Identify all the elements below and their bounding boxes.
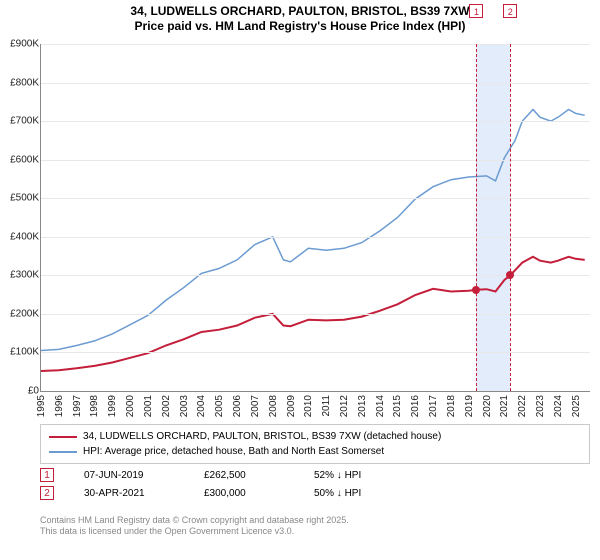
x-axis-label: 2025: [571, 395, 592, 417]
chart-area: £0£100K£200K£300K£400K£500K£600K£700K£80…: [40, 44, 590, 414]
footer-attribution: Contains HM Land Registry data © Crown c…: [40, 515, 349, 538]
marker-dot: [506, 271, 514, 279]
datapoint-tag-1: 1: [40, 468, 54, 482]
marker-line: [510, 44, 511, 391]
datapoint-tag-2: 2: [40, 486, 54, 500]
datapoint-row-1: 1 07-JUN-2019 £262,500 52% ↓ HPI: [40, 468, 590, 482]
datapoint-date-1: 07-JUN-2019: [84, 470, 174, 481]
y-axis-label: £300K: [1, 270, 39, 281]
y-axis-label: £600K: [1, 154, 39, 165]
datapoint-row-2: 2 30-APR-2021 £300,000 50% ↓ HPI: [40, 486, 590, 500]
gridline: [41, 160, 590, 161]
y-axis-label: £900K: [1, 39, 39, 50]
legend-label-2: HPI: Average price, detached house, Bath…: [83, 444, 384, 459]
marker-dot: [472, 286, 480, 294]
datapoints-table: 1 07-JUN-2019 £262,500 52% ↓ HPI 2 30-AP…: [40, 468, 590, 504]
gridline: [41, 44, 590, 45]
marker-line: [476, 44, 477, 391]
gridline: [41, 352, 590, 353]
legend-row-1: 34, LUDWELLS ORCHARD, PAULTON, BRISTOL, …: [49, 429, 581, 444]
title-line-2: Price paid vs. HM Land Registry's House …: [0, 19, 600, 34]
y-axis-label: £200K: [1, 308, 39, 319]
y-axis-label: £700K: [1, 116, 39, 127]
datapoint-date-2: 30-APR-2021: [84, 488, 174, 499]
legend-row-2: HPI: Average price, detached house, Bath…: [49, 444, 581, 459]
footer-line-2: This data is licensed under the Open Gov…: [40, 526, 349, 538]
datapoint-pct-1: 52% ↓ HPI: [314, 470, 361, 481]
y-axis-label: £0: [1, 386, 39, 397]
plot-region: £0£100K£200K£300K£400K£500K£600K£700K£80…: [40, 44, 590, 392]
marker-band: [476, 44, 510, 391]
legend-box: 34, LUDWELLS ORCHARD, PAULTON, BRISTOL, …: [40, 424, 590, 464]
y-axis-label: £500K: [1, 193, 39, 204]
chart-container: 34, LUDWELLS ORCHARD, PAULTON, BRISTOL, …: [0, 0, 600, 560]
legend-swatch-1: [49, 436, 77, 438]
gridline: [41, 314, 590, 315]
marker-tag: 2: [503, 4, 517, 18]
y-axis-label: £800K: [1, 77, 39, 88]
datapoint-price-2: £300,000: [204, 488, 284, 499]
marker-tag: 1: [469, 4, 483, 18]
gridline: [41, 198, 590, 199]
gridline: [41, 121, 590, 122]
y-axis-label: £400K: [1, 231, 39, 242]
gridline: [41, 237, 590, 238]
footer-line-1: Contains HM Land Registry data © Crown c…: [40, 515, 349, 527]
datapoint-pct-2: 50% ↓ HPI: [314, 488, 361, 499]
gridline: [41, 83, 590, 84]
y-axis-label: £100K: [1, 347, 39, 358]
legend-swatch-2: [49, 451, 77, 453]
legend-label-1: 34, LUDWELLS ORCHARD, PAULTON, BRISTOL, …: [83, 429, 441, 444]
datapoint-price-1: £262,500: [204, 470, 284, 481]
